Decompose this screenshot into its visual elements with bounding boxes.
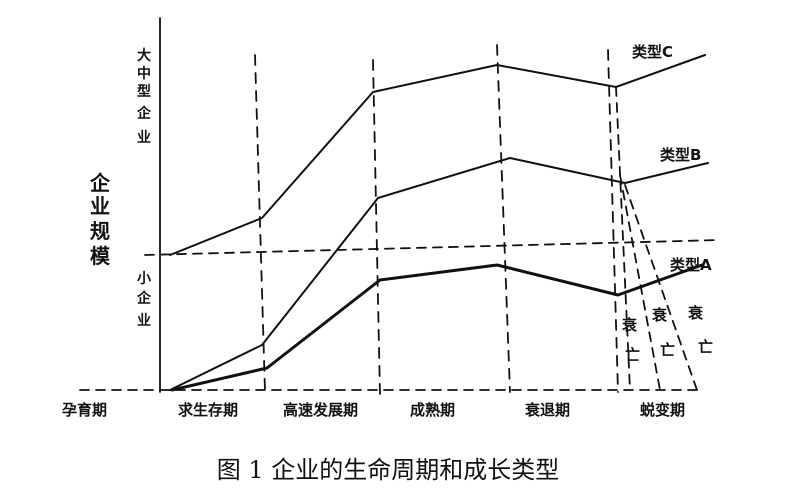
y-axis-label-2: 业 — [90, 194, 110, 218]
decline-label-2a: 衰 — [651, 306, 668, 324]
figure-caption: 图 1 企业的生命周期和成长类型 — [217, 456, 560, 484]
y-axis-label-4: 模 — [90, 244, 111, 268]
type-b-label: 类型B — [660, 146, 701, 164]
decline-path-a — [624, 184, 698, 391]
type-b-curve — [169, 157, 709, 391]
decline-label-1a: 衰 — [621, 316, 638, 334]
decline-label-3b: 亡 — [698, 338, 713, 356]
stage-label-3: 成熟期 — [410, 401, 455, 419]
stage-label-1: 求生存期 — [178, 401, 238, 419]
decline-label-3a: 衰 — [687, 304, 704, 322]
upper-size-label-3: 型 — [137, 83, 151, 100]
stage-label-2: 高速发展期 — [283, 401, 358, 419]
type-c-label: 类型C — [632, 43, 673, 61]
y-axis-label-3: 规 — [90, 219, 110, 243]
upper-size-label-4: 企 — [136, 105, 152, 122]
stage-label-0: 孕育期 — [62, 401, 107, 419]
stage-divider-2 — [372, 59, 381, 396]
upper-size-label-5: 业 — [137, 130, 151, 146]
stage-divider-4 — [607, 49, 619, 393]
decline-label-2b: 亡 — [660, 341, 675, 359]
stage-label-5: 蜕变期 — [640, 401, 685, 419]
decline-path-b — [619, 174, 661, 391]
size-threshold-line — [144, 239, 721, 256]
decline-path-c — [615, 86, 631, 391]
type-a-curve — [170, 263, 704, 392]
lower-size-label-3: 业 — [137, 313, 151, 329]
lower-size-label-1: 小 — [137, 271, 151, 287]
stage-label-4: 衰退期 — [524, 401, 570, 419]
upper-size-label-2: 中 — [137, 65, 151, 82]
type-a-label: 类型A — [670, 256, 712, 274]
decline-label-1b: 亡 — [625, 346, 640, 364]
lower-size-label-2: 企 — [136, 290, 152, 307]
upper-size-label-1: 大 — [137, 47, 151, 64]
stage-divider-3 — [496, 44, 511, 393]
y-axis-label-1: 企 — [89, 171, 111, 195]
type-c-curve — [169, 54, 706, 256]
stage-divider-1 — [254, 54, 266, 393]
